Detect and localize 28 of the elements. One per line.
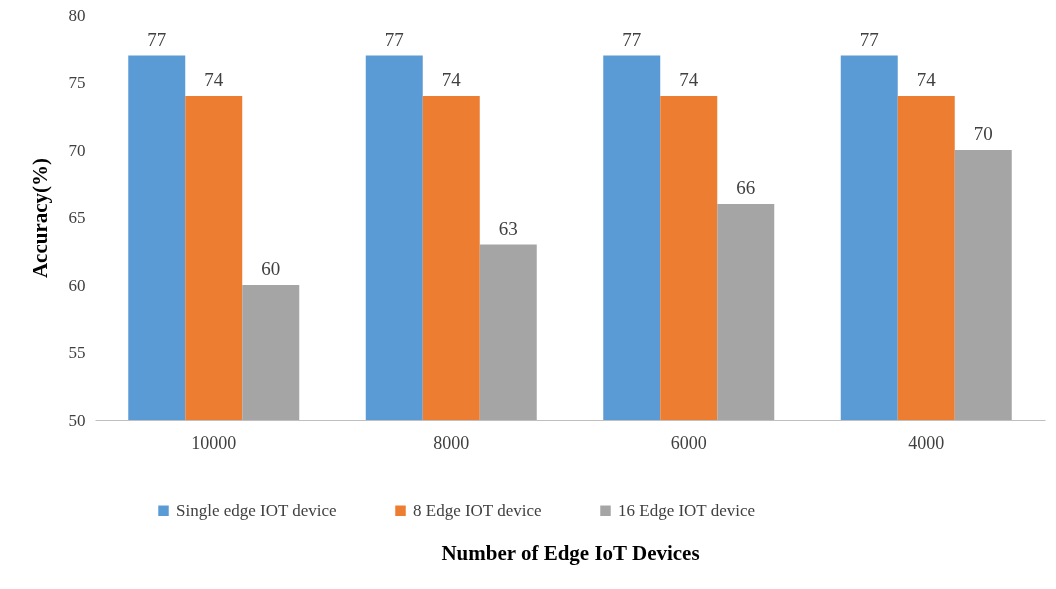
x-axis-title: Number of Edge IoT Devices	[441, 540, 700, 565]
x-tick-label: 4000	[908, 432, 945, 453]
y-tick-label: 50	[68, 410, 86, 430]
legend-label: Single edge IOT device	[176, 500, 337, 520]
y-tick-label: 80	[68, 5, 86, 25]
data-label: 77	[147, 28, 167, 50]
data-label: 63	[498, 217, 518, 239]
data-label: 66	[736, 177, 756, 198]
x-tick-label: 6000	[670, 432, 707, 453]
data-label: 77	[384, 28, 404, 50]
data-label: 74	[441, 69, 462, 90]
legend-label: 8 Edge IOT device	[413, 500, 542, 520]
y-tick-label: 70	[68, 140, 86, 160]
data-label: 70	[973, 123, 993, 144]
data-label: 60	[261, 258, 281, 279]
y-tick-label: 55	[68, 343, 86, 362]
x-tick-label: 10000	[191, 432, 237, 453]
data-label: 74	[916, 69, 937, 90]
y-tick-label: 65	[68, 208, 86, 227]
data-label: 74	[204, 69, 224, 90]
legend-label: 16 Edge IOT device	[618, 500, 756, 520]
data-label: 74	[679, 69, 699, 90]
data-label: 77	[859, 28, 879, 50]
y-tick-label: 60	[68, 275, 86, 295]
y-axis-title: Accuracy(%)	[27, 157, 52, 279]
y-tick-label: 75	[68, 73, 86, 92]
x-tick-label: 8000	[433, 432, 470, 453]
data-label: 77	[622, 28, 642, 50]
